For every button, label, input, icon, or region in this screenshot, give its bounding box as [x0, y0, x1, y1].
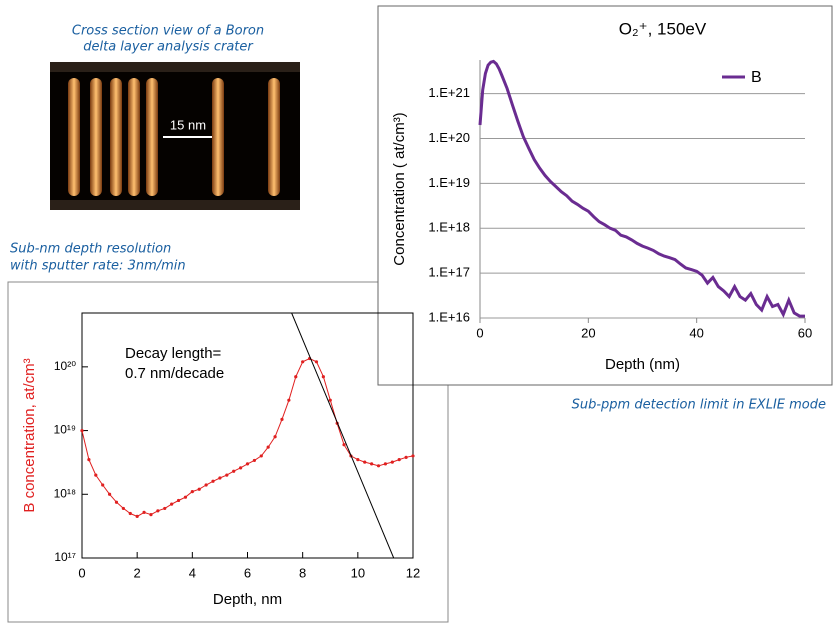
y-tick-label: 1.E+19 — [428, 175, 470, 190]
x-tick-label: 60 — [798, 325, 812, 340]
y-tick-label: 1.E+17 — [428, 265, 470, 280]
data-point — [135, 514, 139, 518]
data-point — [190, 490, 194, 494]
annotation: Decay length= — [125, 345, 222, 362]
scale-label: 15 nm — [170, 117, 206, 132]
y-tick-label: 10¹⁹ — [54, 423, 76, 437]
data-point — [356, 458, 360, 462]
y-tick-label: 1.E+18 — [428, 220, 470, 235]
data-point — [149, 512, 153, 517]
x-tick-label: 20 — [581, 325, 595, 340]
fit-line — [291, 313, 395, 558]
x-tick-label: 0 — [78, 565, 85, 580]
data-point — [342, 443, 346, 447]
y-tick-label: 1.E+16 — [428, 309, 470, 324]
data-point — [101, 483, 105, 487]
x-tick-label: 0 — [476, 325, 483, 340]
chart-title: O₂⁺, 150eV — [619, 19, 707, 38]
data-point — [163, 506, 167, 511]
x-tick-label: 2 — [134, 565, 141, 580]
data-point — [363, 460, 367, 464]
y-axis-label: Concentration ( at/cm³) — [391, 112, 408, 265]
left-caption: with sputter rate: 3nm/min — [10, 259, 186, 274]
data-point — [121, 506, 125, 511]
annotation: 0.7 nm/decade — [125, 365, 224, 382]
data-point — [266, 445, 270, 449]
data-line — [478, 59, 805, 318]
x-tick-label: 12 — [406, 565, 420, 580]
data-point — [370, 462, 374, 466]
x-axis-label: Depth (nm) — [605, 356, 680, 373]
data-point — [301, 360, 305, 364]
data-point — [287, 398, 291, 402]
crater-image — [50, 62, 300, 210]
image-caption: Cross section view of a Boron — [72, 24, 264, 39]
data-point — [390, 460, 394, 464]
data-point — [411, 454, 415, 458]
data-point — [176, 498, 181, 503]
data-point — [245, 462, 250, 466]
data-point — [197, 487, 201, 491]
right-panel — [377, 5, 833, 386]
data-point — [239, 466, 243, 470]
data-point — [259, 454, 263, 458]
data-point — [114, 500, 119, 504]
left-panel — [7, 281, 449, 623]
data-point — [142, 510, 146, 514]
data-point — [183, 495, 188, 499]
data-point — [280, 417, 284, 421]
data-point — [404, 455, 408, 459]
y-tick-label: 1.E+20 — [428, 130, 470, 145]
y-tick-label: 10¹⁸ — [54, 486, 76, 500]
right-caption: Sub-ppm detection limit in EXLIE mode — [572, 398, 826, 413]
data-point — [156, 509, 160, 513]
data-point — [107, 492, 112, 496]
x-tick-label: 6 — [244, 565, 251, 580]
data-point — [232, 469, 236, 473]
data-point — [225, 473, 229, 477]
y-tick-label: 10²⁰ — [54, 359, 76, 373]
data-point — [170, 502, 174, 506]
fit-group — [291, 313, 395, 558]
data-point — [376, 464, 381, 468]
data-point — [218, 476, 222, 480]
data-point — [128, 511, 132, 516]
data-point — [252, 458, 256, 463]
x-axis-label: Depth, nm — [213, 591, 282, 608]
x-tick-label: 8 — [299, 565, 306, 580]
data-point — [80, 428, 84, 433]
data-point — [273, 435, 277, 439]
data-point — [294, 375, 298, 379]
data-point — [321, 375, 325, 379]
y-axis-label: B concentration, at/cm³ — [21, 358, 38, 512]
data-point — [328, 398, 332, 402]
data-point — [94, 473, 98, 477]
y-tick-label: 1.E+21 — [428, 85, 470, 100]
x-tick-label: 4 — [189, 565, 196, 580]
x-tick-label: 40 — [689, 325, 703, 340]
data-point — [211, 479, 215, 483]
left-caption: Sub-nm depth resolution — [10, 242, 171, 257]
image-caption: delta layer analysis crater — [83, 40, 254, 55]
data-point — [204, 483, 208, 487]
data-point — [87, 458, 91, 462]
data-point — [397, 458, 401, 462]
y-tick-label: 10¹⁷ — [54, 550, 76, 564]
legend-label: B — [751, 69, 762, 86]
data-point — [314, 360, 319, 364]
x-tick-label: 10 — [351, 565, 365, 580]
data-point — [383, 462, 388, 466]
